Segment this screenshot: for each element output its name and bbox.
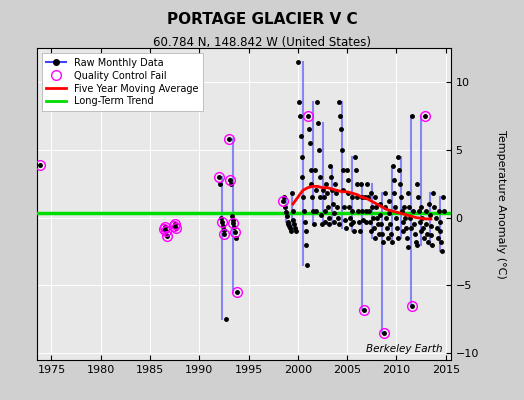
Text: PORTAGE GLACIER V C: PORTAGE GLACIER V C xyxy=(167,12,357,27)
Text: Berkeley Earth: Berkeley Earth xyxy=(366,344,442,354)
Legend: Raw Monthly Data, Quality Control Fail, Five Year Moving Average, Long-Term Tren: Raw Monthly Data, Quality Control Fail, … xyxy=(41,53,203,111)
Y-axis label: Temperature Anomaly (°C): Temperature Anomaly (°C) xyxy=(496,130,506,278)
Text: 60.784 N, 148.842 W (United States): 60.784 N, 148.842 W (United States) xyxy=(153,36,371,49)
